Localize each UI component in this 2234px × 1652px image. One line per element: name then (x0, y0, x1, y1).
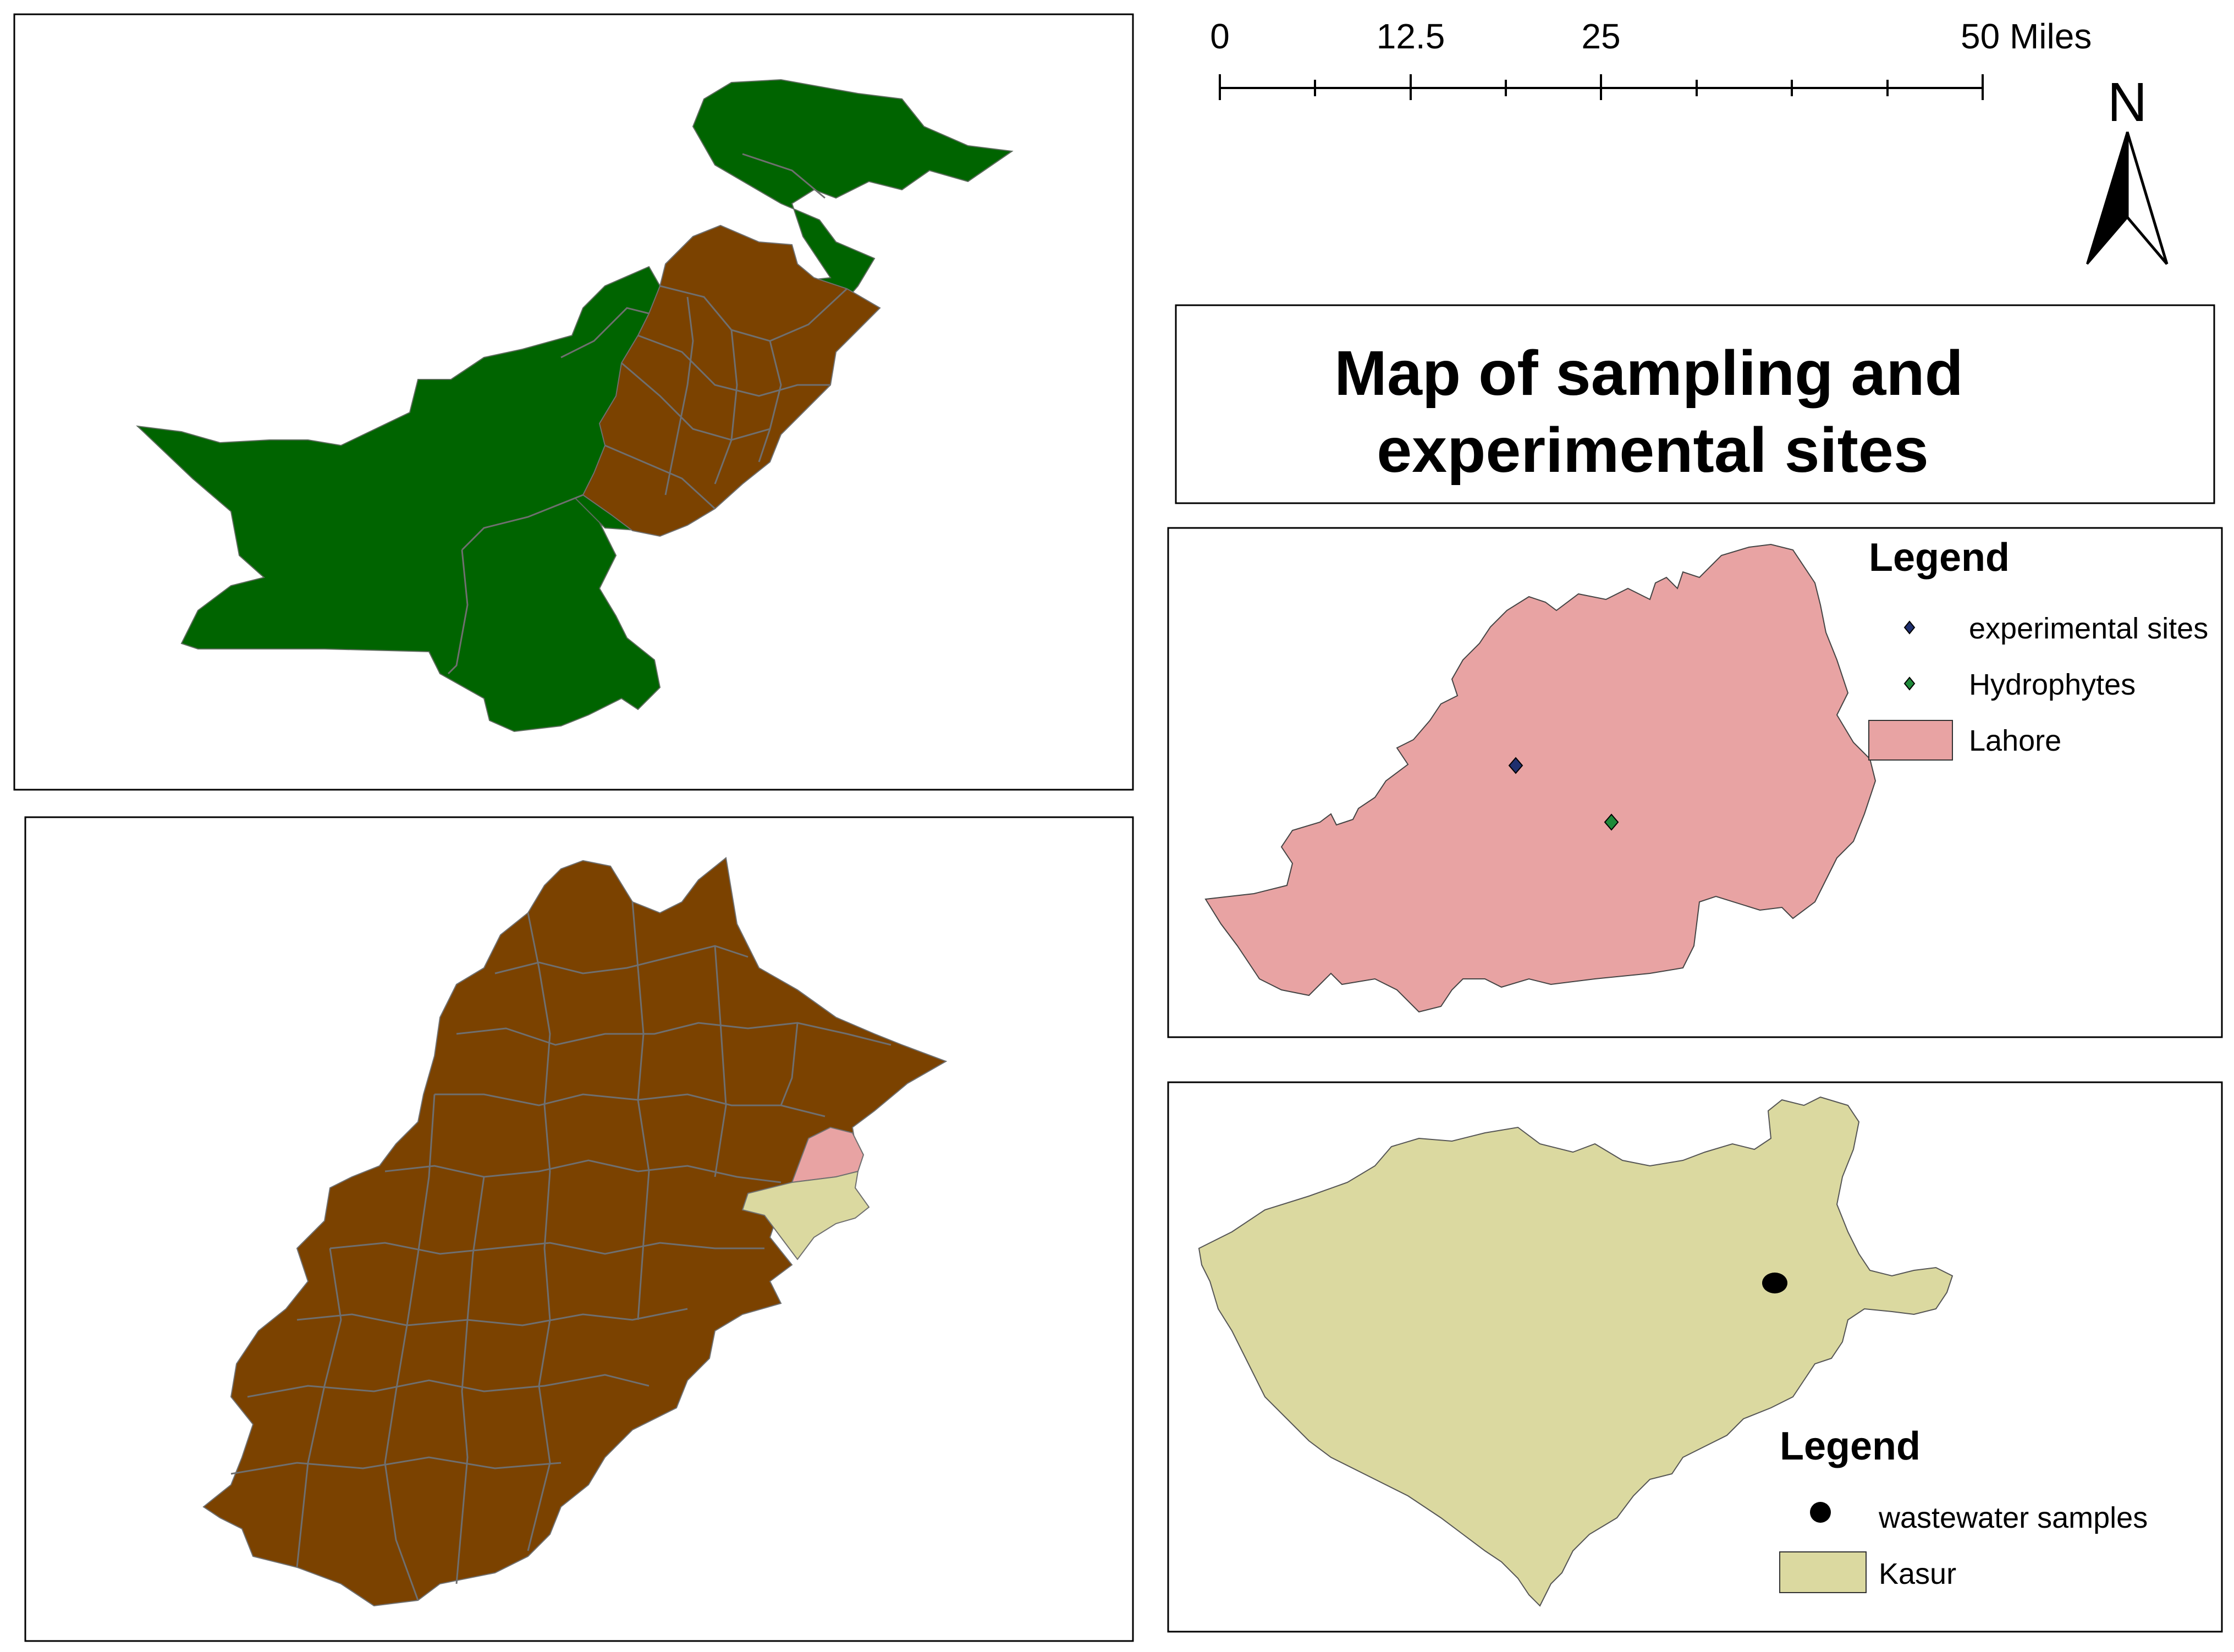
lahore-panel: Legend experimental sites Hydrophytes La… (1167, 527, 2223, 1038)
scale-label-0: 0 (1210, 16, 1230, 56)
legend-lahore-label: Lahore (1969, 724, 2061, 757)
experimental-site-marker (1508, 757, 1523, 774)
pakistan-internal-boundaries (447, 153, 848, 675)
punjab-kasur-region (741, 1170, 870, 1260)
legend-kasur-patch (1779, 1551, 1867, 1593)
scale-bar-ticks (1219, 74, 1984, 100)
legend-wastewater-samples-label: wastewater samples (1878, 1501, 2148, 1534)
pakistan-punjab-shape (582, 224, 881, 537)
scale-label-12-5: 12.5 (1377, 16, 1445, 56)
kasur-legend-title: Legend (1780, 1424, 1921, 1468)
kasur-panel: Legend wastewater samples Kasur (1167, 1081, 2223, 1633)
north-arrow-icon (2086, 131, 2169, 265)
map-title-line-1: Map of sampling and (1334, 338, 1963, 409)
title-frame (1175, 304, 2215, 504)
legend-lahore-patch (1868, 720, 1953, 761)
pakistan-panel (13, 13, 1134, 791)
punjab-district-boundaries (230, 901, 892, 1601)
legend-hydrophytes-label: Hydrophytes (1969, 668, 2136, 701)
title-box: Map of sampling and experimental sites (1175, 304, 2215, 504)
lahore-district-shape (1204, 543, 1877, 1013)
north-arrow: N (2086, 71, 2169, 265)
north-label: N (2108, 71, 2147, 133)
scale-bar: 0 12.5 25 50 Miles (1210, 16, 2092, 100)
legend-hydrophytes-symbol (1903, 676, 1916, 691)
legend-experimental-sites-label: experimental sites (1969, 612, 2208, 645)
legend-wastewater-samples-symbol (1810, 1502, 1831, 1523)
kasur-district-shape (1198, 1096, 1954, 1607)
legend-kasur-label: Kasur (1879, 1557, 1956, 1590)
legend-experimental-sites-symbol (1903, 620, 1916, 635)
map-title-line-2: experimental sites (1377, 415, 1929, 486)
lahore-legend-title: Legend (1869, 536, 2010, 580)
scale-label-50-miles: 50 Miles (1961, 16, 2092, 56)
punjab-province-shape (202, 857, 948, 1607)
hydrophytes-site-marker (1604, 813, 1619, 831)
scale-label-25: 25 (1581, 16, 1620, 56)
wastewater-sample-marker (1762, 1273, 1787, 1293)
punjab-panel (24, 816, 1134, 1642)
